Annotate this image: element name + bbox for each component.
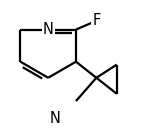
Text: F: F (92, 13, 100, 28)
Text: N: N (50, 111, 61, 126)
Text: N: N (43, 22, 54, 37)
